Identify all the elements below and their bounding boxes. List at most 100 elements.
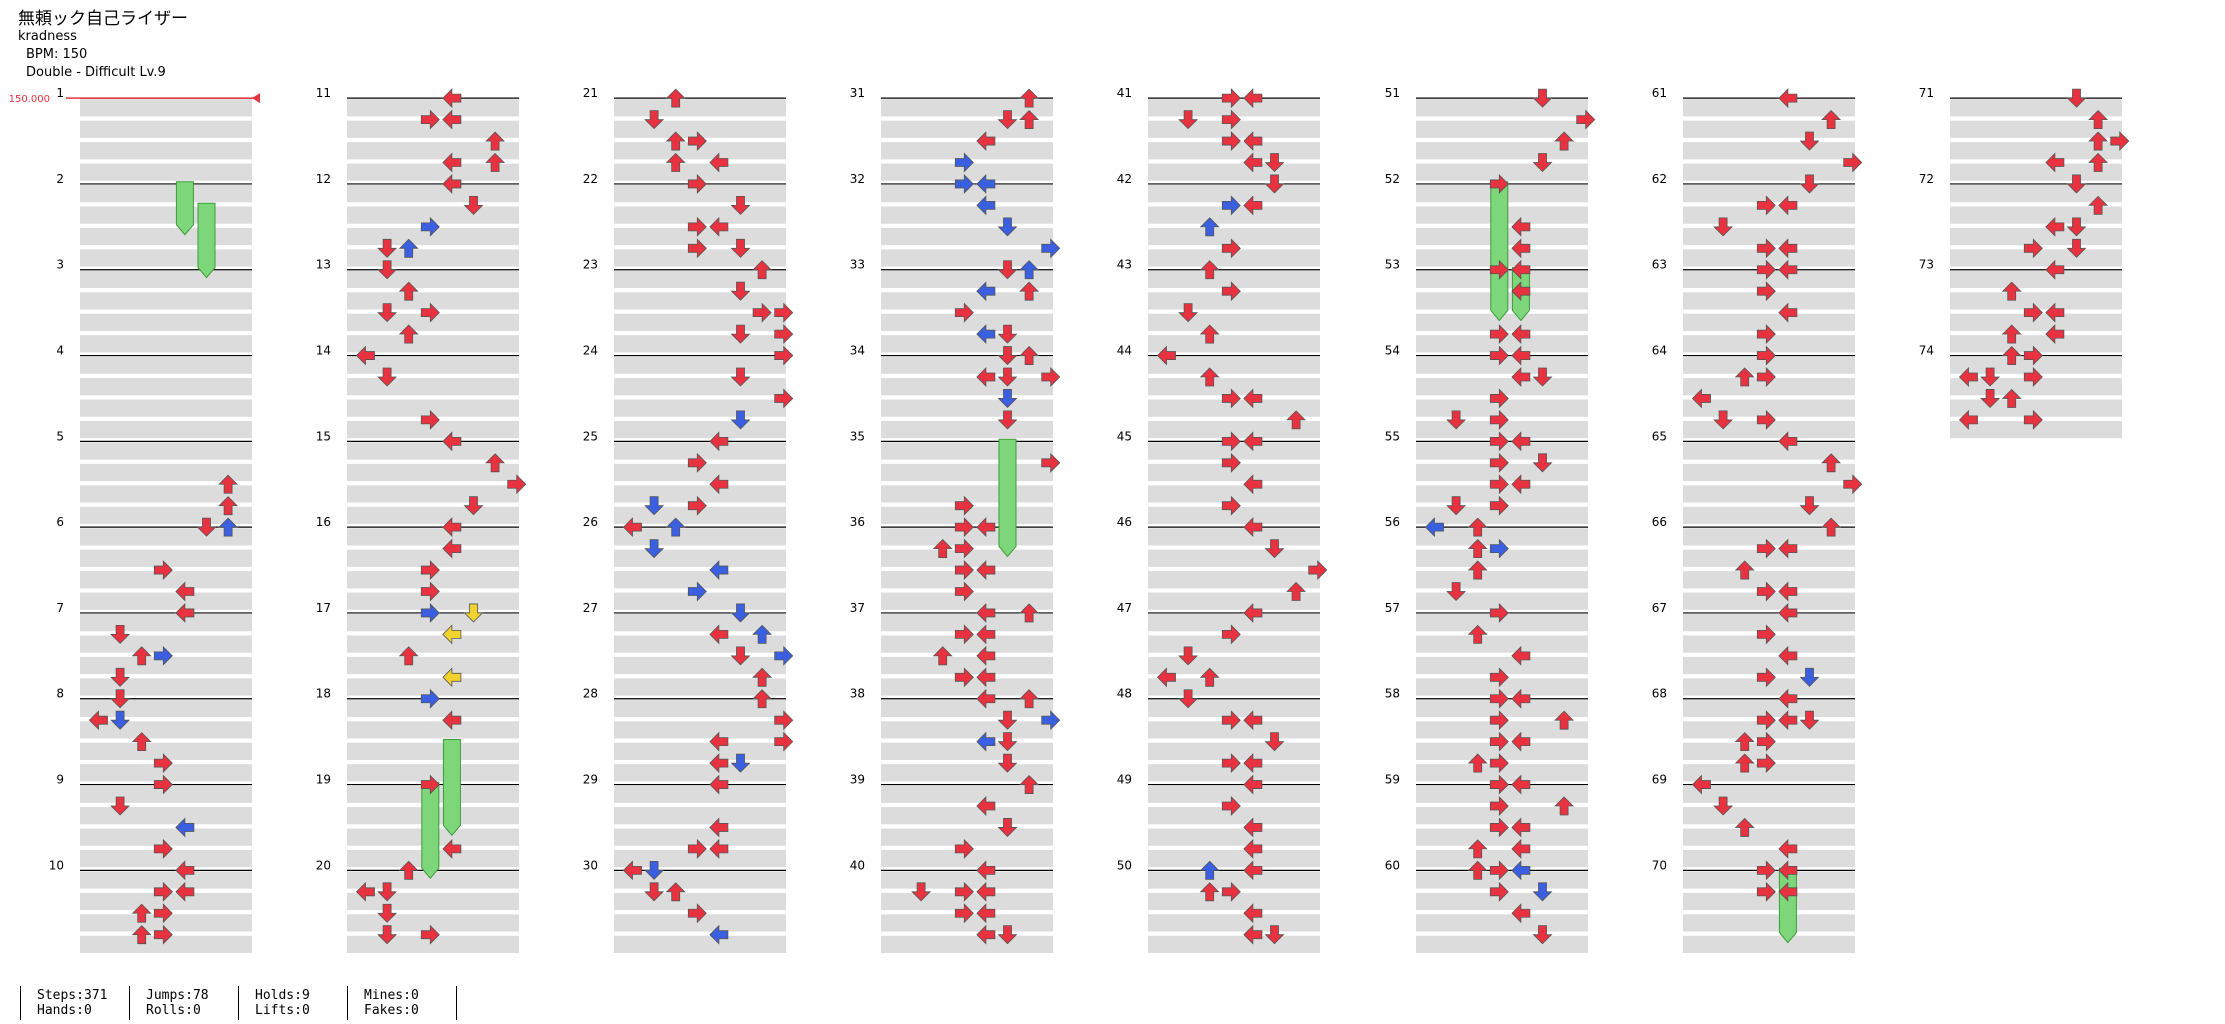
- beat-band: [1148, 935, 1320, 953]
- arrow-note: [1489, 602, 1509, 623]
- song-artist: kradness: [18, 29, 77, 44]
- stat-fakes: Fakes:0: [364, 1003, 419, 1018]
- arrow-note: [1243, 517, 1263, 538]
- arrow-note: [1156, 667, 1176, 688]
- arrow-note: [110, 710, 131, 730]
- measure-number: 45: [1117, 429, 1132, 443]
- arrow-note: [1756, 710, 1776, 731]
- beat-band: [347, 335, 519, 353]
- measure-number: 49: [1117, 773, 1132, 787]
- beat-band: [1683, 528, 1855, 546]
- arrow-note: [954, 302, 974, 323]
- beat-band: [1683, 892, 1855, 911]
- beat-band: [80, 678, 252, 696]
- arrow-note: [1243, 924, 1263, 945]
- beat-band: [1148, 206, 1320, 224]
- beat-band: [80, 399, 252, 417]
- arrow-note: [1243, 474, 1263, 495]
- arrow-note: [175, 602, 195, 623]
- arrow-note: [730, 753, 751, 773]
- arrow-note: [976, 602, 996, 623]
- beat-band: [1416, 120, 1588, 138]
- arrow-note: [1243, 88, 1263, 109]
- arrow-note: [709, 774, 729, 795]
- beat-band: [1416, 99, 1588, 117]
- arrow-note: [2023, 238, 2043, 259]
- beat-band: [1148, 227, 1320, 246]
- arrow-note: [1221, 431, 1241, 452]
- arrow-note: [709, 624, 729, 645]
- beat-band: [347, 270, 519, 289]
- arrow-note: [1511, 688, 1531, 709]
- beat-band: [1416, 742, 1588, 760]
- beat-band: [80, 420, 252, 439]
- arrow-note: [131, 732, 152, 752]
- arrow-note: [1511, 238, 1531, 259]
- arrow-note: [1041, 367, 1061, 387]
- beat-band: [80, 335, 252, 353]
- arrow-note: [1778, 538, 1798, 559]
- beat-band: [1148, 528, 1320, 546]
- arrow-note: [997, 110, 1018, 130]
- arrow-note: [1489, 710, 1509, 731]
- arrow-note: [420, 216, 440, 237]
- arrow-note: [1243, 860, 1263, 881]
- arrow-note: [2066, 174, 2087, 194]
- arrow-note: [976, 517, 996, 538]
- arrow-note: [1178, 110, 1199, 130]
- arrow-note: [932, 539, 953, 558]
- arrow-note: [1489, 688, 1509, 709]
- arrow-note: [175, 881, 195, 902]
- arrow-note: [1199, 367, 1220, 387]
- arrow-note: [377, 925, 398, 945]
- arrow-note: [442, 431, 462, 452]
- arrow-note: [1243, 817, 1263, 838]
- beat-band: [881, 742, 1053, 760]
- arrow-note: [687, 238, 707, 259]
- measure-number: 41: [1117, 86, 1132, 100]
- arrow-note: [1489, 259, 1509, 280]
- beat-band: [1683, 549, 1855, 567]
- arrow-note: [730, 195, 751, 215]
- arrow-note: [1778, 238, 1798, 259]
- beat-band: [1148, 614, 1320, 632]
- beat-band: [347, 99, 519, 117]
- arrow-note: [1511, 345, 1531, 366]
- beat-band: [1416, 935, 1588, 953]
- measure-number: 27: [583, 601, 598, 615]
- arrow-note: [1489, 431, 1509, 452]
- beat-band: [614, 442, 786, 460]
- beat-band: [347, 656, 519, 675]
- arrow-note: [1713, 410, 1734, 430]
- beat-band: [881, 420, 1053, 439]
- measure-number: 69: [1652, 773, 1667, 787]
- hold-note: [421, 781, 440, 879]
- beat-band: [1148, 656, 1320, 675]
- arrow-note: [976, 796, 996, 816]
- beat-band: [614, 742, 786, 760]
- beat-band: [1148, 807, 1320, 825]
- arrow-note: [932, 646, 953, 666]
- measure-number: 64: [1652, 344, 1667, 358]
- beat-band: [881, 849, 1053, 868]
- beat-band: [347, 163, 519, 181]
- arrow-note: [976, 195, 996, 216]
- arrow-note: [1821, 453, 1842, 473]
- arrow-note: [997, 346, 1018, 366]
- measure-number: 21: [583, 86, 598, 100]
- stats-group: Steps:371 Hands:0: [20, 986, 129, 1020]
- arrow-note: [1799, 131, 1820, 151]
- arrow-note: [1734, 367, 1755, 387]
- beat-band: [614, 99, 786, 117]
- beat-band: [1950, 420, 2122, 439]
- beat-band: [614, 721, 786, 739]
- arrow-note: [1489, 345, 1509, 366]
- arrow-note: [1778, 645, 1798, 666]
- beat-band: [1148, 399, 1320, 417]
- beat-band: [1683, 935, 1855, 953]
- arrow-note: [709, 560, 729, 581]
- arrow-note: [997, 925, 1018, 945]
- measure-number: 23: [583, 258, 598, 272]
- measure-number: 6: [56, 515, 64, 529]
- arrow-note: [644, 110, 665, 130]
